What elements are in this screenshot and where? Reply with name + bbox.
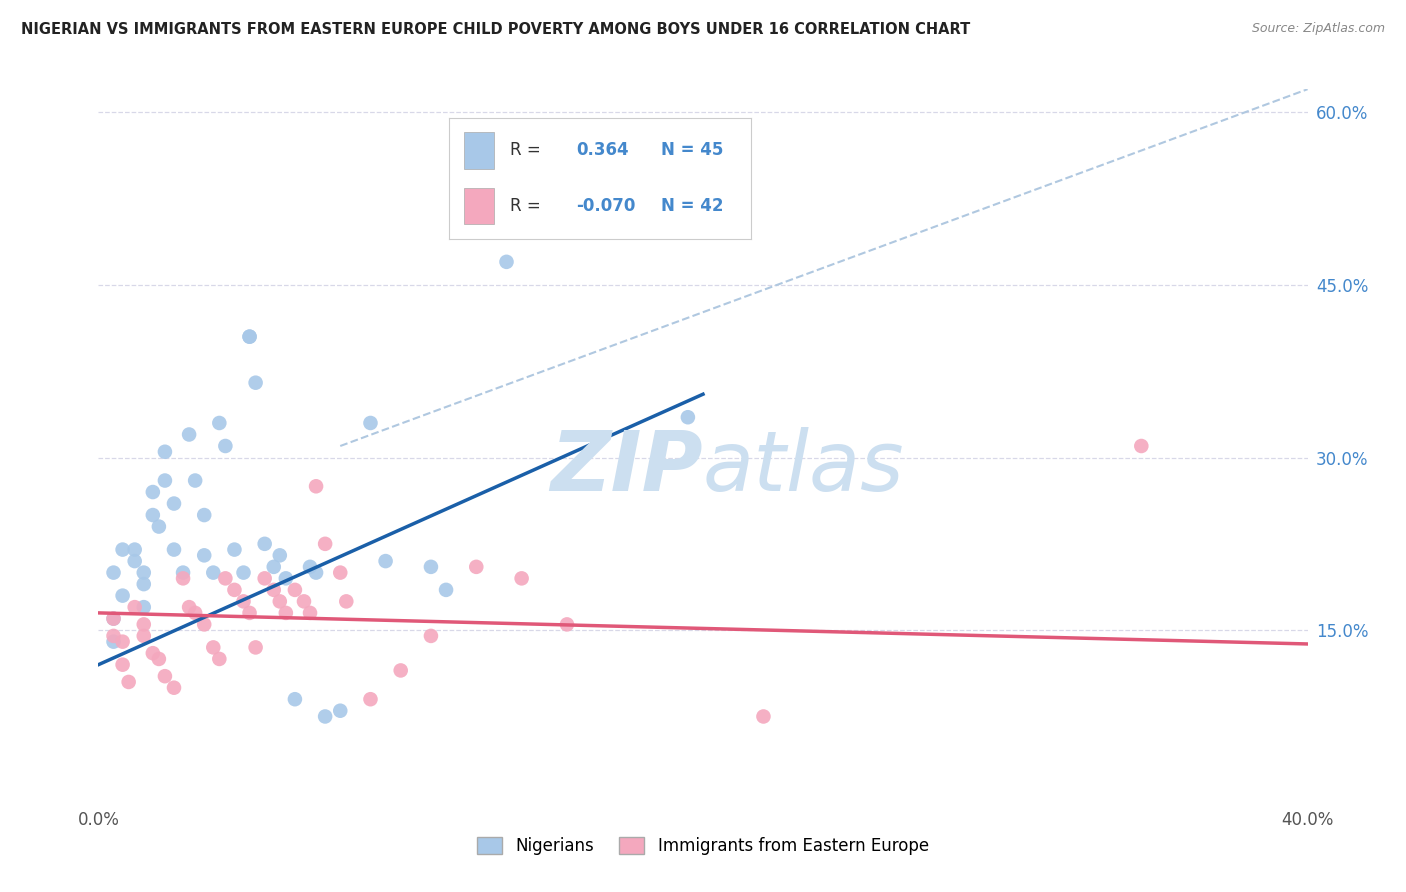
Point bbox=[510, 571, 533, 585]
Point bbox=[434, 582, 457, 597]
Point bbox=[193, 549, 215, 563]
Point bbox=[224, 542, 246, 557]
Point bbox=[103, 612, 125, 626]
Point bbox=[752, 709, 775, 723]
Point bbox=[111, 634, 134, 648]
Point bbox=[172, 571, 194, 585]
Point bbox=[329, 566, 352, 580]
Point bbox=[202, 566, 225, 580]
Point bbox=[1130, 439, 1153, 453]
Point bbox=[153, 444, 176, 458]
Point bbox=[214, 439, 236, 453]
Point bbox=[224, 582, 246, 597]
Point bbox=[263, 559, 285, 574]
Point bbox=[299, 559, 322, 574]
Point bbox=[148, 652, 170, 666]
Point bbox=[495, 255, 517, 269]
Point bbox=[420, 629, 443, 643]
Point bbox=[103, 629, 125, 643]
Point bbox=[274, 606, 297, 620]
Point bbox=[142, 646, 165, 660]
Point bbox=[360, 692, 382, 706]
Point bbox=[202, 640, 225, 655]
Text: Source: ZipAtlas.com: Source: ZipAtlas.com bbox=[1251, 22, 1385, 36]
Point bbox=[269, 549, 291, 563]
Point bbox=[193, 617, 215, 632]
Point bbox=[111, 657, 134, 672]
Text: atlas: atlas bbox=[703, 427, 904, 508]
Point bbox=[676, 410, 699, 425]
Point bbox=[284, 692, 307, 706]
Point bbox=[232, 594, 254, 608]
Point bbox=[245, 640, 267, 655]
Point bbox=[314, 537, 336, 551]
Point bbox=[153, 474, 176, 488]
Point bbox=[111, 542, 134, 557]
Text: ZIP: ZIP bbox=[550, 427, 703, 508]
Point bbox=[245, 376, 267, 390]
Point bbox=[239, 606, 262, 620]
Point bbox=[420, 559, 443, 574]
Point bbox=[208, 652, 231, 666]
Point bbox=[360, 416, 382, 430]
Point bbox=[179, 600, 201, 615]
Point bbox=[465, 559, 488, 574]
Point bbox=[163, 681, 186, 695]
Point bbox=[163, 497, 186, 511]
Point bbox=[111, 589, 134, 603]
Point bbox=[184, 474, 207, 488]
Point bbox=[142, 508, 165, 522]
Point bbox=[314, 709, 336, 723]
Point bbox=[132, 577, 155, 591]
Point bbox=[193, 508, 215, 522]
Point bbox=[253, 537, 276, 551]
Point bbox=[124, 542, 146, 557]
Point bbox=[253, 571, 276, 585]
Point bbox=[124, 600, 146, 615]
Point bbox=[148, 519, 170, 533]
Point bbox=[329, 704, 352, 718]
Point bbox=[335, 594, 357, 608]
Point bbox=[184, 606, 207, 620]
Point bbox=[132, 600, 155, 615]
Point bbox=[132, 617, 155, 632]
Point bbox=[124, 554, 146, 568]
Point bbox=[292, 594, 315, 608]
Point bbox=[239, 329, 262, 343]
Point bbox=[208, 416, 231, 430]
Point bbox=[132, 629, 155, 643]
Point bbox=[263, 582, 285, 597]
Point bbox=[142, 485, 165, 500]
Point bbox=[274, 571, 297, 585]
Point bbox=[153, 669, 176, 683]
Point bbox=[172, 566, 194, 580]
Text: NIGERIAN VS IMMIGRANTS FROM EASTERN EUROPE CHILD POVERTY AMONG BOYS UNDER 16 COR: NIGERIAN VS IMMIGRANTS FROM EASTERN EURO… bbox=[21, 22, 970, 37]
Point bbox=[163, 542, 186, 557]
Point bbox=[389, 664, 412, 678]
Point bbox=[232, 566, 254, 580]
Point bbox=[179, 427, 201, 442]
Point bbox=[118, 675, 141, 690]
Point bbox=[269, 594, 291, 608]
Legend: Nigerians, Immigrants from Eastern Europe: Nigerians, Immigrants from Eastern Europ… bbox=[477, 837, 929, 855]
Point bbox=[103, 566, 125, 580]
Point bbox=[103, 634, 125, 648]
Point bbox=[103, 612, 125, 626]
Point bbox=[305, 479, 328, 493]
Point bbox=[305, 566, 328, 580]
Point bbox=[214, 571, 236, 585]
Point bbox=[555, 617, 578, 632]
Point bbox=[132, 566, 155, 580]
Point bbox=[239, 329, 262, 343]
Point bbox=[374, 554, 396, 568]
Point bbox=[299, 606, 322, 620]
Point bbox=[284, 582, 307, 597]
